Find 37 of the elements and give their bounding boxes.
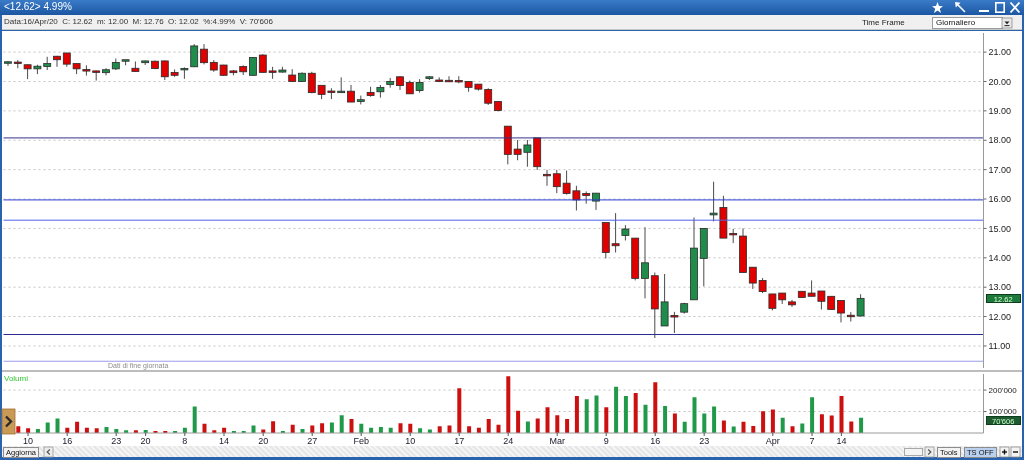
x-tick-label: 9 <box>603 436 609 446</box>
x-tick-label: Apr <box>765 436 780 446</box>
x-tick-label: 23 <box>111 436 122 446</box>
x-tick-label: 27 <box>307 436 318 446</box>
x-tick-label: 14 <box>836 436 847 446</box>
x-tick-label: 17 <box>454 436 465 446</box>
chart-title: Volumi <box>4 374 29 384</box>
text: Time Frame <box>862 18 905 28</box>
x-tick-label: 20 <box>140 436 151 446</box>
y-tick-label: 16.00 <box>988 194 1012 205</box>
x-tick-label: 16 <box>62 436 73 446</box>
x-tick-label: 14 <box>218 436 230 446</box>
y-tick-label: 15.00 <box>988 223 1012 234</box>
x-tick-label: 10 <box>405 436 416 446</box>
y-tick-label: 17.00 <box>988 164 1012 175</box>
x-tick-label: 7 <box>809 436 815 446</box>
y-tick-label: 12.00 <box>988 311 1012 322</box>
y-tick-label: 100'000 <box>988 407 1018 417</box>
y-tick-label: 21.00 <box>988 47 1012 58</box>
chart-subtitle: Data:16/Apr/20 C: 12.62 m: 12.00 M: 12.76 O: 12.02 %:4.99% V: 70'606 <box>4 17 273 27</box>
x-tick-label: 8 <box>182 436 188 446</box>
x-tick-label: Mar <box>549 436 565 446</box>
y-tick-label: 14.00 <box>988 253 1012 263</box>
x-tick-label: 16 <box>650 436 661 446</box>
x-tick-label: 23 <box>699 436 710 446</box>
y-tick-label: 13.00 <box>988 282 1012 293</box>
y-tick-label: 19.00 <box>988 106 1012 117</box>
y-tick-label: 200'000 <box>988 385 1018 395</box>
y-tick-label: 20.00 <box>988 76 1012 87</box>
x-tick-label: Feb <box>353 436 369 446</box>
text: Giornaliero <box>932 17 1003 29</box>
y-tick-label: 18.00 <box>988 135 1012 146</box>
chart-title: <12.62> 4.99% <box>4 1 72 12</box>
x-tick-label: 10 <box>22 436 34 446</box>
y-tick-label: 11.00 <box>988 341 1011 352</box>
x-tick-label: 24 <box>503 436 514 446</box>
x-tick-label: 20 <box>258 436 269 446</box>
